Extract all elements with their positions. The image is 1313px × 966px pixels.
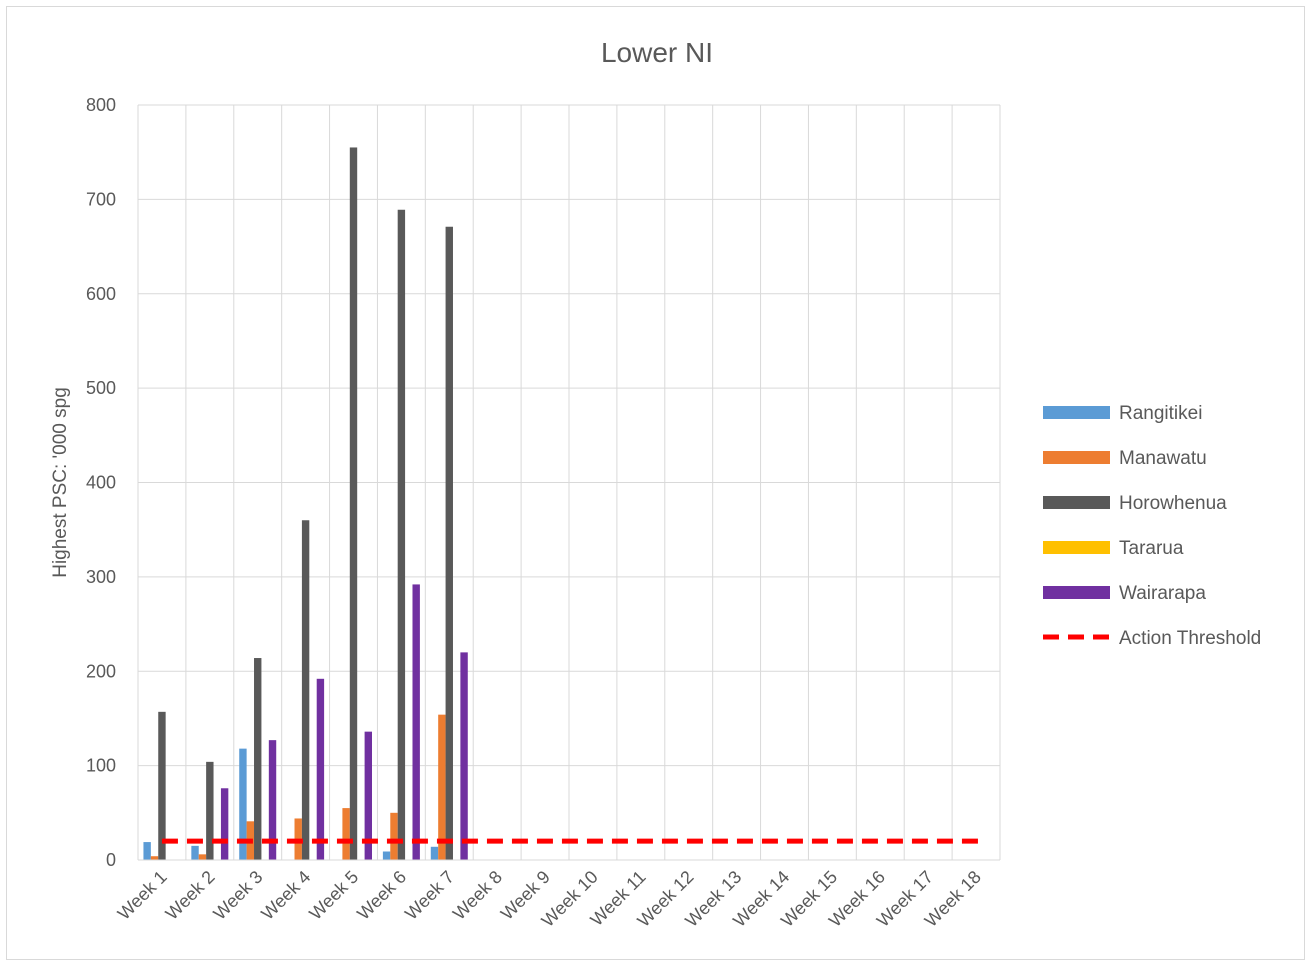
bar-wairarapa	[316, 678, 325, 860]
y-tick-label: 300	[86, 567, 116, 587]
bar-rangitikei	[382, 851, 391, 860]
y-tick-label: 400	[86, 473, 116, 493]
legend-swatch-wairarapa	[1043, 586, 1110, 599]
bar-rangitikei	[191, 845, 199, 860]
x-tick-label: Week 7	[401, 867, 458, 924]
y-tick-label: 800	[86, 95, 116, 115]
legend-swatch-rangitikei	[1043, 406, 1110, 419]
y-tick-label: 500	[86, 378, 116, 398]
x-tick-label: Week 6	[353, 867, 410, 924]
bar-horowhenua	[158, 711, 166, 860]
bar-manawatu	[198, 854, 207, 860]
y-tick-label: 600	[86, 284, 116, 304]
bar-manawatu	[342, 808, 350, 860]
legend-label-manawatu: Manawatu	[1119, 448, 1207, 469]
x-tick-label: Week 3	[209, 867, 266, 924]
x-tick-label: Week 8	[449, 867, 506, 924]
bar-manawatu	[438, 714, 446, 860]
bar-horowhenua	[206, 761, 214, 860]
bar-manawatu	[390, 812, 398, 860]
legend-label-action-threshold: Action Threshold	[1119, 628, 1261, 649]
bar-horowhenua	[301, 520, 310, 860]
bar-wairarapa	[268, 740, 277, 860]
legend-swatch-tararua	[1043, 541, 1110, 554]
x-tick-label: Week 5	[305, 867, 362, 924]
bar-rangitikei	[143, 842, 151, 860]
legend-label-horowhenua: Horowhenua	[1119, 493, 1227, 514]
legend-label-tararua: Tararua	[1119, 538, 1184, 559]
bar-rangitikei	[239, 748, 247, 860]
y-tick-label: 200	[86, 661, 116, 681]
legend-label-rangitikei: Rangitikei	[1119, 403, 1202, 424]
legend-swatch-manawatu	[1043, 451, 1110, 464]
y-tick-label: 700	[86, 189, 116, 209]
bar-horowhenua	[397, 209, 406, 861]
y-tick-label: 0	[106, 850, 116, 870]
y-axis-title: Highest PSC: '000 spg	[50, 387, 71, 578]
bar-horowhenua	[349, 147, 358, 860]
legend-label-wairarapa: Wairarapa	[1119, 583, 1206, 604]
x-tick-label: Week 1	[114, 867, 171, 924]
chart-title: Lower NI	[601, 37, 713, 68]
y-tick-label: 100	[86, 756, 116, 776]
bar-wairarapa	[364, 731, 372, 860]
bar-wairarapa	[220, 788, 229, 860]
x-tick-label: Week 2	[162, 867, 219, 924]
x-tick-label: Week 4	[257, 867, 314, 924]
bar-wairarapa	[412, 584, 420, 860]
legend-swatch-horowhenua	[1043, 496, 1110, 509]
bar-manawatu	[150, 856, 159, 860]
bar-horowhenua	[254, 658, 262, 860]
bar-horowhenua	[445, 226, 453, 860]
bar-wairarapa	[460, 652, 468, 860]
bar-rangitikei	[430, 846, 439, 860]
